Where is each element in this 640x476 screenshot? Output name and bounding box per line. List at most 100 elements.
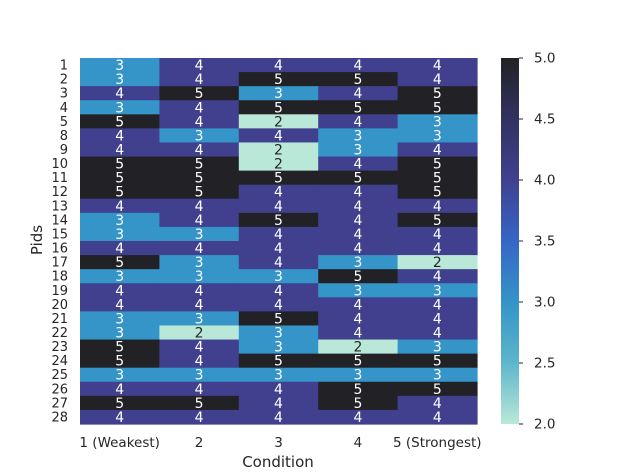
- cell-value-label: 3: [195, 269, 204, 285]
- heatmap-cell: [318, 381, 399, 397]
- heatmap-cell: [159, 142, 240, 158]
- heatmap-cell: [238, 311, 319, 327]
- heatmap-cell: [397, 353, 478, 369]
- cell-value-label: 5: [433, 213, 442, 229]
- x-tick-label: 3: [274, 435, 283, 451]
- y-tick-label: 22: [51, 326, 68, 341]
- cell-value-label: 5: [433, 157, 442, 173]
- cell-value-label: 5: [115, 185, 124, 201]
- cell-value-label: 3: [195, 128, 204, 144]
- cell-value-label: 4: [274, 128, 283, 144]
- colorbar-ticks: 2.0 2.5 3.0 3.5 4.0 4.5 5.0: [519, 51, 555, 433]
- heatmap-cell: [318, 100, 399, 115]
- cell-value-label: 4: [274, 227, 283, 243]
- heatmap-cell: [397, 142, 478, 158]
- heatmap-cell: [159, 395, 240, 411]
- heatmap-cell: [159, 339, 240, 355]
- heatmap-cell: [80, 283, 160, 298]
- heatmap-cell: [80, 100, 160, 115]
- heatmap-cell: [159, 86, 240, 101]
- cell-value-label: 4: [115, 86, 124, 102]
- cell-value-label: 5: [115, 157, 124, 173]
- heatmap-cell: [397, 72, 478, 87]
- heatmap-cell: [159, 367, 240, 383]
- colorbar-tick-label: 3.5: [534, 234, 555, 250]
- cell-value-label: 4: [353, 185, 362, 201]
- heatmap-cell: [80, 395, 160, 411]
- heatmap-cell: [318, 212, 399, 228]
- heatmap-cell: [318, 269, 399, 284]
- heatmap-cell: [238, 367, 319, 383]
- cell-value-label: 4: [353, 58, 362, 74]
- x-tick-label: 2: [195, 435, 204, 451]
- y-tick-label: 23: [51, 340, 68, 355]
- cell-value-label: 4: [274, 396, 283, 412]
- cell-annotations: 3 4 4 4 43 4 5 5 44 5 3 4 53 4 5 5 55 4 2 4 34 3 4 3 34 4 2 3 45 5 2 4 5…: [115, 58, 442, 426]
- cell-value-label: 3: [274, 86, 283, 102]
- heatmap-cell: [397, 297, 478, 312]
- cell-value-label: 4: [195, 199, 204, 215]
- y-tick-label: 24: [51, 354, 68, 369]
- y-tick-label: 5: [60, 115, 68, 130]
- heatmap-cell: [80, 86, 160, 101]
- cell-value-label: 5: [115, 171, 124, 187]
- heatmap-cell: [238, 409, 319, 425]
- heatmap-cell: [159, 184, 240, 200]
- heatmap-cell: [318, 395, 399, 411]
- cell-value-label: 3: [433, 283, 442, 299]
- heatmap-cell: [80, 255, 160, 270]
- heatmap-cell: [80, 367, 160, 383]
- heatmap-cell: [318, 156, 399, 172]
- cell-value-label: 5: [433, 354, 442, 370]
- cell-value-label: 3: [115, 58, 124, 74]
- colorbar-tick-label: 4.0: [534, 173, 555, 189]
- heatmap-cell: [397, 226, 478, 242]
- heatmap-cell: [159, 58, 240, 73]
- heatmap-cell: [80, 212, 160, 228]
- heatmap-cell: [80, 156, 160, 172]
- cell-value-label: 4: [274, 199, 283, 215]
- heatmap-cell: [238, 184, 319, 200]
- cell-value-label: 4: [195, 382, 204, 398]
- cell-value-label: 5: [353, 396, 362, 412]
- cell-value-label: 4: [433, 326, 442, 342]
- cell-value-label: 4: [274, 297, 283, 313]
- heatmap-cell: [159, 381, 240, 397]
- heatmap-cell: [80, 198, 160, 214]
- heatmap-cell: [397, 198, 478, 214]
- y-tick-label: 25: [51, 368, 68, 383]
- cell-value-label: 4: [433, 58, 442, 74]
- cell-value-label: 4: [195, 340, 204, 356]
- cell-value-label: 4: [274, 410, 283, 426]
- cell-value-label: 3: [433, 368, 442, 384]
- heatmap-cell: [159, 100, 240, 115]
- y-tick-label: 17: [51, 256, 68, 271]
- y-tick-label: 3: [60, 87, 68, 102]
- heatmap-cell: [80, 353, 160, 369]
- cell-value-label: 3: [115, 311, 124, 327]
- x-tick-label: 4: [354, 435, 363, 451]
- cell-value-label: 4: [433, 199, 442, 215]
- cell-value-label: 4: [274, 241, 283, 257]
- cell-value-label: 3: [195, 227, 204, 243]
- y-tick-label: 2: [60, 73, 68, 88]
- heatmap-cell: [159, 283, 240, 298]
- cell-value-label: 4: [433, 143, 442, 159]
- cell-value-label: 3: [195, 255, 204, 271]
- cell-value-label: 3: [353, 128, 362, 144]
- heatmap-cell: [80, 184, 160, 200]
- heatmap-cell: [238, 212, 319, 228]
- cell-value-label: 2: [274, 157, 283, 173]
- heatmap-cell: [397, 241, 478, 256]
- y-tick-label: 10: [51, 157, 68, 172]
- heatmap-cell: [159, 156, 240, 172]
- heatmap-cell: [318, 86, 399, 101]
- y-tick-label: 4: [60, 101, 68, 116]
- y-tick-label: 16: [51, 242, 68, 257]
- cell-value-label: 2: [274, 114, 283, 130]
- heatmap-cell: [318, 142, 399, 158]
- cell-value-label: 5: [274, 213, 283, 229]
- y-tick-label: 15: [51, 227, 68, 242]
- heatmap-cell: [397, 156, 478, 172]
- cell-value-label: 5: [433, 100, 442, 116]
